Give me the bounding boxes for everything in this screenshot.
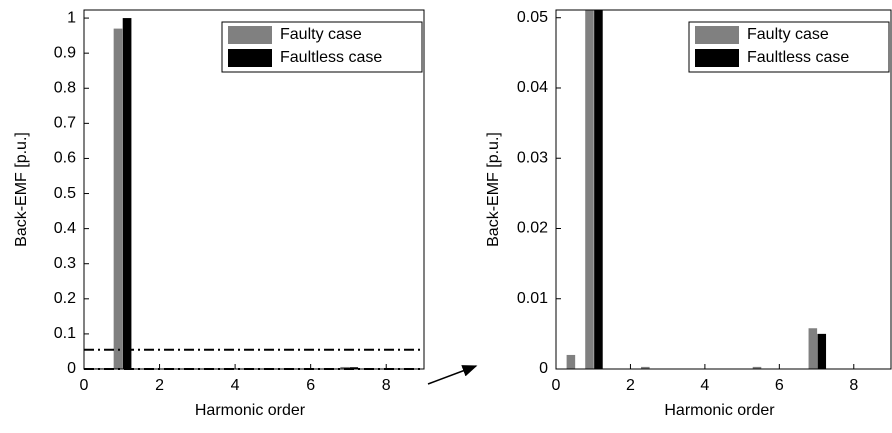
x-tick-label: 6 [306, 377, 315, 394]
x-axis-label: Harmonic order [664, 402, 775, 419]
x-tick-label: 0 [552, 377, 561, 394]
y-tick-label: 0 [67, 360, 76, 377]
bar [123, 18, 132, 369]
y-tick-label: 0.05 [517, 9, 548, 26]
x-tick-label: 4 [231, 377, 240, 394]
y-tick-label: 0.7 [54, 115, 76, 132]
legend-label: Faultless case [280, 49, 382, 66]
bar [594, 0, 603, 369]
y-tick-label: 0.01 [517, 290, 548, 307]
y-tick-label: 0.1 [54, 325, 76, 342]
y-tick-label: 0.04 [517, 79, 548, 96]
y-tick-label: 1 [67, 9, 76, 26]
y-axis-label: Back-EMF [p.u.] [485, 132, 502, 247]
x-axis-label: Harmonic order [195, 402, 306, 419]
legend-swatch [228, 26, 272, 44]
y-tick-label: 0 [539, 360, 548, 377]
y-tick-label: 0.6 [54, 150, 76, 167]
legend-label: Faulty case [747, 26, 829, 43]
legend-swatch [695, 26, 739, 44]
legend-label: Faultless case [747, 49, 849, 66]
x-tick-label: 0 [80, 377, 89, 394]
x-tick-label: 4 [700, 377, 709, 394]
bar [809, 328, 818, 369]
x-tick-label: 2 [626, 377, 635, 394]
legend-label: Faulty case [280, 26, 362, 43]
y-tick-label: 0.5 [54, 185, 76, 202]
x-tick-label: 2 [155, 377, 164, 394]
y-tick-label: 0.9 [54, 44, 76, 61]
bar [585, 0, 594, 369]
y-tick-label: 0.2 [54, 290, 76, 307]
bar [817, 334, 826, 369]
bar [114, 29, 123, 369]
y-tick-label: 0.3 [54, 255, 76, 272]
zoom-arrow [428, 366, 476, 384]
legend-swatch [228, 49, 272, 67]
legend-swatch [695, 49, 739, 67]
y-axis-label: Back-EMF [p.u.] [13, 132, 30, 247]
y-tick-label: 0.8 [54, 79, 76, 96]
x-tick-label: 8 [849, 377, 858, 394]
bar [567, 355, 576, 369]
x-tick-label: 6 [775, 377, 784, 394]
y-tick-label: 0.02 [517, 220, 548, 237]
x-tick-label: 8 [382, 377, 391, 394]
y-tick-label: 0.4 [54, 220, 76, 237]
y-tick-label: 0.03 [517, 149, 548, 166]
